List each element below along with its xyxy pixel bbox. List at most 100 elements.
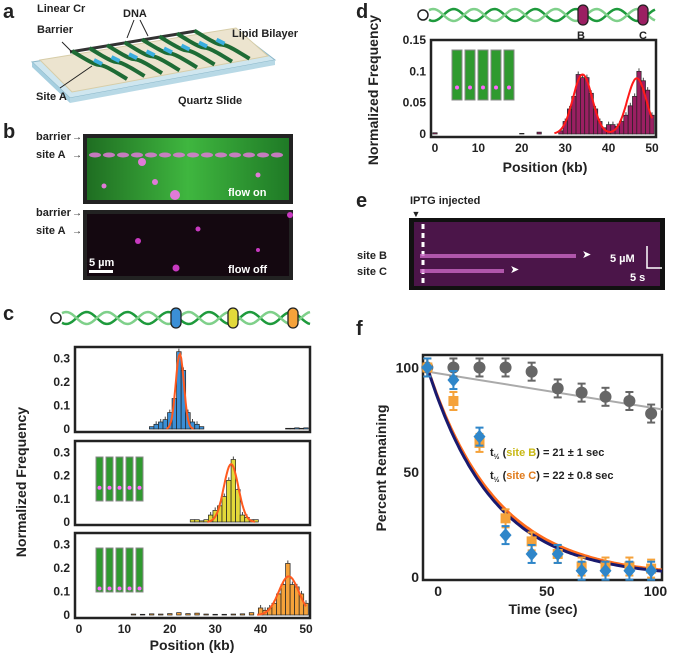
biotin-anchor-icon — [50, 312, 62, 324]
y-tick-label: 0.2 — [53, 561, 70, 575]
plot-frame — [73, 531, 312, 620]
site-a-marker — [215, 37, 226, 46]
inset-image — [135, 547, 144, 593]
flow-on-caption: flow on — [228, 187, 267, 199]
site-c-trace — [420, 269, 504, 273]
histogram-bar — [303, 427, 309, 430]
lipid-bilayer — [38, 27, 270, 93]
flow-on-spots — [89, 152, 283, 200]
y-tick-label: 0.1 — [53, 585, 70, 599]
fluorescent-spot — [135, 238, 141, 244]
histogram-bar — [176, 612, 182, 616]
panel-d: d B C 0 0.05 0.1 0.15 0 10 20 30 40 50 Normalized… — [356, 1, 659, 175]
histogram-bar — [285, 427, 291, 430]
data-point — [645, 563, 658, 578]
y-tick-label: 0.05 — [403, 96, 427, 110]
x-tick-label: 40 — [602, 141, 616, 155]
histogram-bar — [158, 421, 164, 430]
site-a-marker — [93, 58, 103, 66]
x-tick-label: 0 — [434, 583, 442, 599]
x-tick-label: 50 — [539, 583, 555, 599]
label-site-a: Site A — [36, 91, 67, 103]
dna-schematic-d — [417, 4, 656, 26]
histogram-bar — [130, 613, 137, 616]
x-tick-label: 30 — [209, 622, 223, 636]
plot-frame — [73, 345, 312, 434]
dna-helix — [428, 7, 656, 23]
site-a-marker — [110, 55, 121, 63]
x-tick-label: 100 — [644, 583, 668, 599]
fluorescent-spot — [173, 152, 185, 158]
fluorescent-spot — [243, 152, 255, 158]
inset-image — [135, 456, 144, 502]
gaussian-fit-curve — [165, 351, 194, 430]
plot-frame — [73, 439, 312, 527]
y-tick-label: 0.3 — [53, 446, 70, 460]
x-tick-label: 20 — [515, 141, 529, 155]
inset-spot — [127, 586, 132, 591]
y-tick-label: 0 — [63, 608, 70, 622]
x-axis-label-d: Position (kb) — [503, 159, 588, 175]
iptg-injected-label: IPTG injected — [410, 195, 480, 207]
x-tick-label: 30 — [559, 141, 573, 155]
dna-molecule — [123, 40, 181, 73]
histograms-c: 0 0.1 0.2 0.3 0 0.1 0.2 0.3 0 0.1 0.2 0.3 0 10 20 30 40 5… — [53, 345, 313, 636]
fluorescent-spot — [117, 152, 129, 158]
arrow-icon: → — [72, 132, 82, 143]
panel-label-f: f — [356, 318, 363, 340]
histogram-bar — [185, 613, 191, 616]
dna-helix — [61, 310, 311, 326]
fluorescent-spot — [170, 190, 180, 200]
histogram-bar — [198, 426, 205, 430]
fluorescent-spot — [187, 152, 199, 158]
arrowhead-icon: ➤ — [582, 249, 591, 261]
fluorescent-spot — [201, 152, 213, 158]
histogram-bar — [280, 584, 286, 616]
inset-spot — [507, 85, 511, 90]
label-site-top: site A — [36, 149, 66, 161]
histogram-bar — [580, 77, 586, 135]
fluorescent-spot — [195, 226, 201, 232]
histogram-bar — [294, 427, 300, 430]
arrow-icon: → — [72, 150, 82, 161]
inset-spot — [97, 586, 102, 591]
y-tick-label: 0 — [419, 127, 426, 141]
y-tick-label: 0 — [63, 515, 70, 529]
site-c-label: C — [639, 30, 647, 42]
histogram-bar — [623, 114, 629, 135]
site-a-marker — [145, 49, 156, 58]
fluorescent-spot — [255, 172, 261, 178]
scale-bars — [646, 246, 662, 269]
site-a-marker — [180, 43, 191, 52]
histogram-bar — [189, 519, 196, 523]
dna-helix — [61, 310, 311, 326]
inset-image — [477, 49, 489, 101]
dna-schematic-c — [50, 307, 311, 329]
data-point — [500, 513, 511, 524]
dna-molecule — [158, 34, 216, 67]
inset-image — [115, 547, 124, 593]
histogram-d: 0 0.05 0.1 0.15 0 10 20 30 40 50 — [403, 33, 659, 155]
x-axis-label-f: Time (sec) — [509, 601, 578, 617]
x-tick-label: 10 — [472, 141, 486, 155]
leader-dna-2 — [139, 19, 149, 37]
histogram-bar — [149, 613, 155, 616]
histogram-bar — [289, 427, 295, 430]
label-lipid-bilayer: Lipid Bilayer — [232, 28, 299, 40]
inset-spot — [97, 485, 102, 490]
site-a-marker — [198, 40, 208, 49]
slide-edge-front — [70, 60, 275, 103]
site-b-label: B — [577, 30, 585, 42]
fluorescent-spot — [152, 179, 158, 185]
fluorescent-spot — [145, 152, 157, 158]
dna-molecule — [193, 28, 251, 61]
data-point — [645, 407, 658, 420]
dna-molecule — [70, 49, 129, 81]
fluorescent-spot — [229, 152, 241, 158]
histogram-bar — [194, 423, 200, 430]
scale-x-label: 5 s — [630, 272, 645, 284]
inset-image — [105, 547, 114, 593]
dna-molecule — [175, 31, 234, 64]
leader-dna — [126, 19, 135, 39]
fit-curve — [427, 370, 663, 411]
